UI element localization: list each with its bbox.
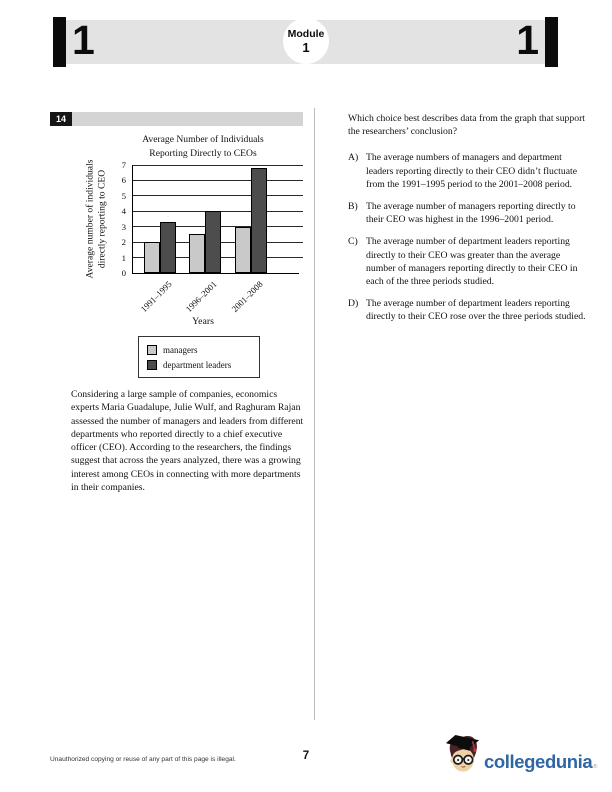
mascot-icon xyxy=(445,735,480,772)
chart-legend: managers department leaders xyxy=(138,336,260,378)
chart-y-axis-label: Average number of individuals directly r… xyxy=(84,159,108,279)
answer-choice-c: C) The average number of department lead… xyxy=(348,235,586,288)
y-tick-3: 3 xyxy=(121,221,126,232)
bar-department-leaders-1 xyxy=(160,222,176,273)
page-number: 7 xyxy=(302,750,310,762)
y-tick-7: 7 xyxy=(121,160,126,170)
choice-letter-b: B) xyxy=(348,201,358,213)
chart-plot-area xyxy=(132,164,303,274)
y-tick-4: 4 xyxy=(121,206,126,217)
legend-label: department leaders xyxy=(163,360,232,370)
legend-label: managers xyxy=(163,345,198,355)
registered-mark: ® xyxy=(593,764,598,770)
question-number-badge: 14 xyxy=(50,112,72,126)
section-number-left: 1 xyxy=(72,17,95,63)
copyright-notice: Unauthorized copying or reuse of any par… xyxy=(50,756,236,763)
header-left-black-bar xyxy=(53,17,66,67)
x-tick-1: 1991–1995 xyxy=(139,279,175,315)
question-column: Which choice best describes data from th… xyxy=(348,112,586,333)
chart-x-axis-label: Years xyxy=(192,316,214,327)
y-tick-0: 0 xyxy=(121,268,126,278)
answer-choice-d: D) The average number of department lead… xyxy=(348,297,586,323)
choice-text-b: The average number of managers reporting… xyxy=(366,201,576,226)
chart-x-tick-labels: 1991–1995 1996–2001 2001–2008 xyxy=(132,276,298,318)
chart-title-line1: Average Number of Individuals xyxy=(142,134,264,145)
x-tick-2: 1996–2001 xyxy=(184,279,220,315)
choice-letter-d: D) xyxy=(348,298,359,310)
y-tick-1: 1 xyxy=(121,252,126,263)
answer-choice-b: B) The average number of managers report… xyxy=(348,200,586,226)
y-tick-5: 5 xyxy=(121,190,126,201)
choice-letter-c: C) xyxy=(348,236,358,248)
choice-text-c: The average number of department leaders… xyxy=(366,236,578,288)
bar-managers-3 xyxy=(235,226,251,273)
y-tick-6: 6 xyxy=(121,175,126,186)
question-number-bar xyxy=(72,112,303,126)
bar-department-leaders-3 xyxy=(251,168,267,273)
module-label: Module xyxy=(287,27,325,40)
legend-swatch xyxy=(147,360,157,370)
brand-wordmark: collegedunia xyxy=(484,750,593,772)
chart-y-tick-labels: 0 1 2 3 4 5 6 7 xyxy=(106,160,126,278)
bar-managers-1 xyxy=(144,242,160,273)
gridline-y5 xyxy=(133,195,303,197)
legend-item-managers: managers xyxy=(147,345,251,355)
choice-text-d: The average number of department leaders… xyxy=(366,298,586,323)
bar-department-leaders-2 xyxy=(205,211,221,273)
chart-title-line2: Reporting Directly to CEOs xyxy=(149,147,257,159)
legend-item-department-leaders: department leaders xyxy=(147,360,251,370)
y-tick-2: 2 xyxy=(121,237,126,248)
legend-swatch xyxy=(147,345,157,355)
choice-letter-a: A) xyxy=(348,152,359,164)
module-number: 1 xyxy=(302,39,310,55)
module-badge: Module 1 xyxy=(283,18,329,64)
passage-text: Considering a large sample of companies,… xyxy=(71,389,304,494)
chart-title: Average Number of Individuals Reporting … xyxy=(103,133,303,161)
brand-logo: collegedunia ® xyxy=(444,730,597,780)
column-divider xyxy=(314,108,315,720)
header-right-black-bar xyxy=(545,17,558,67)
gridline-y7 xyxy=(133,164,303,166)
bar-managers-2 xyxy=(189,234,205,273)
x-tick-3: 2001–2008 xyxy=(230,279,266,315)
choice-text-a: The average numbers of managers and depa… xyxy=(366,152,577,190)
answer-choice-a: A) The average numbers of managers and d… xyxy=(348,151,586,191)
gridline-y6 xyxy=(133,179,303,181)
question-stem: Which choice best describes data from th… xyxy=(348,113,585,138)
section-number-right: 1 xyxy=(516,17,539,63)
